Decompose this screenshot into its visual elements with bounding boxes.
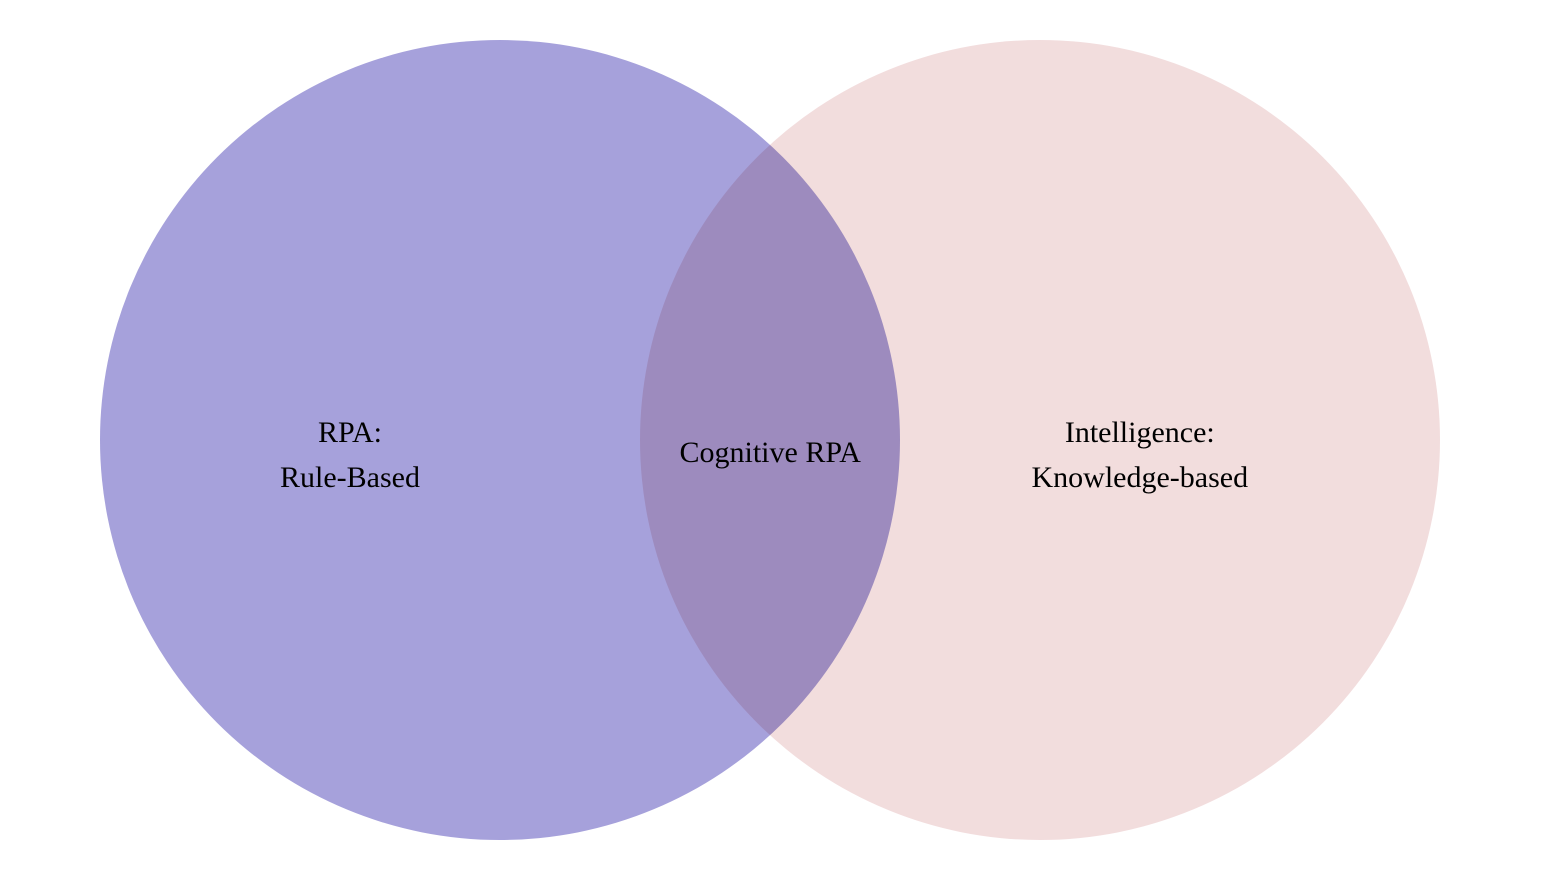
venn-label-left: RPA: Rule-Based: [280, 410, 420, 500]
venn-label-right: Intelligence: Knowledge-based: [1032, 410, 1249, 500]
venn-diagram: RPA: Rule-Based Cognitive RPA Intelligen…: [0, 0, 1562, 882]
venn-label-center: Cognitive RPA: [680, 430, 861, 475]
